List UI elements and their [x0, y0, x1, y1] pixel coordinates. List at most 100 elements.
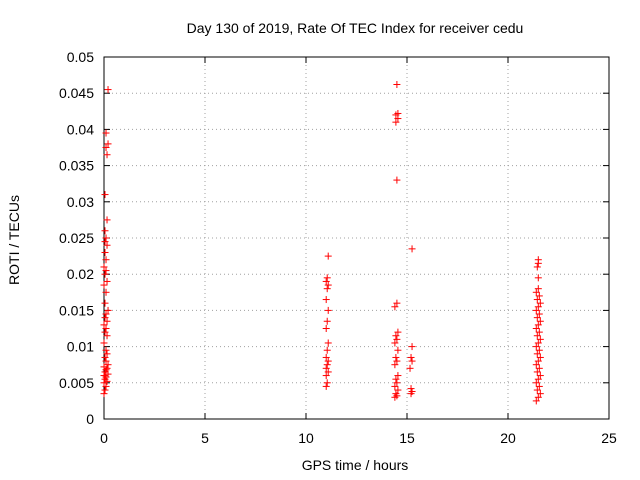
data-point: [322, 364, 330, 372]
data-point: [536, 353, 544, 361]
x-tick-label: 25: [601, 430, 617, 446]
x-tick-labels: 0 5 10 15 20 25: [100, 430, 617, 446]
axis-ticks: [103, 56, 610, 420]
data-point: [394, 328, 402, 336]
data-point: [536, 390, 544, 398]
data-point: [323, 317, 331, 325]
x-tick-label: 0: [100, 430, 108, 446]
data-point: [322, 382, 330, 390]
y-axis-title: ROTI / TECUs: [6, 195, 22, 285]
data-point: [324, 357, 332, 365]
data-point: [324, 281, 332, 289]
data-point: [535, 382, 543, 390]
y-tick-label: 0.05: [67, 49, 94, 65]
data-point: [391, 382, 399, 390]
data-point: [104, 306, 112, 314]
data-point: [322, 353, 330, 361]
data-point: [533, 296, 541, 304]
data-point: [100, 321, 108, 329]
data-point: [322, 277, 330, 285]
data-point: [101, 314, 109, 322]
data-point: [103, 332, 111, 340]
data-point: [534, 357, 542, 365]
data-point: [534, 303, 542, 311]
y-tick-labels: 0 0.005 0.01 0.015 0.02 0.025 0.03 0.035 0.04 0.0…: [59, 49, 94, 427]
data-point: [323, 346, 331, 354]
data-point: [324, 252, 332, 260]
data-point: [393, 379, 401, 387]
y-tick-label: 0: [86, 411, 94, 427]
data-point: [535, 328, 543, 336]
data-point: [102, 357, 110, 365]
data-point: [391, 303, 399, 311]
data-point: [103, 277, 111, 285]
x-tick-label: 10: [298, 430, 314, 446]
data-point: [103, 364, 111, 372]
x-axis-title: GPS time / hours: [302, 457, 409, 473]
data-point: [100, 281, 108, 289]
data-point: [103, 350, 111, 358]
data-point: [533, 386, 541, 394]
data-point: [322, 372, 330, 380]
data-point: [323, 285, 331, 293]
data-point: [394, 386, 402, 394]
data-point: [536, 335, 544, 343]
data-point: [102, 144, 110, 151]
data-point: [101, 328, 109, 336]
data-point: [392, 375, 400, 383]
data-point: [322, 296, 330, 304]
y-tick-label: 0.02: [67, 266, 94, 282]
x-tick-label: 15: [399, 430, 415, 446]
data-point: [536, 317, 544, 325]
y-tick-label: 0.045: [59, 85, 94, 101]
data-point: [324, 306, 332, 314]
data-point: [394, 372, 402, 380]
data-point: [535, 346, 543, 354]
x-tick-label: 5: [201, 430, 209, 446]
data-point: [101, 386, 109, 394]
data-point: [534, 274, 542, 282]
data-point: [392, 118, 400, 126]
y-tick-label: 0.005: [59, 375, 94, 391]
data-point: [100, 339, 108, 347]
data-point: [104, 140, 112, 148]
data-point: [534, 393, 542, 401]
grid-lines: [104, 57, 609, 419]
data-point: [101, 191, 109, 199]
data-point: [533, 314, 541, 322]
data-point: [103, 317, 111, 325]
data-point: [407, 385, 415, 393]
data-point: [393, 357, 401, 365]
data-point: [102, 288, 110, 296]
data-point: [536, 299, 544, 307]
data-points: [100, 81, 544, 405]
data-point: [100, 372, 108, 380]
data-point: [102, 234, 110, 242]
data-point: [101, 227, 109, 235]
data-point: [532, 361, 540, 369]
data-point: [394, 109, 402, 117]
data-point: [323, 274, 331, 282]
data-point: [323, 361, 331, 369]
data-point: [103, 216, 111, 224]
data-point: [532, 379, 540, 387]
data-point: [101, 238, 109, 246]
data-point: [407, 353, 415, 361]
data-point: [104, 86, 112, 94]
data-point: [101, 270, 109, 278]
data-point: [532, 397, 540, 405]
data-point: [392, 353, 400, 361]
data-point: [408, 343, 416, 351]
data-point: [533, 368, 541, 376]
data-point: [104, 361, 112, 369]
data-point: [322, 325, 330, 332]
data-point: [102, 129, 110, 137]
data-point: [324, 368, 332, 376]
data-point: [393, 176, 401, 184]
data-point: [100, 363, 108, 371]
data-point: [100, 379, 108, 387]
data-point: [103, 151, 111, 159]
data-point: [393, 81, 401, 89]
y-tick-label: 0.04: [67, 121, 94, 137]
